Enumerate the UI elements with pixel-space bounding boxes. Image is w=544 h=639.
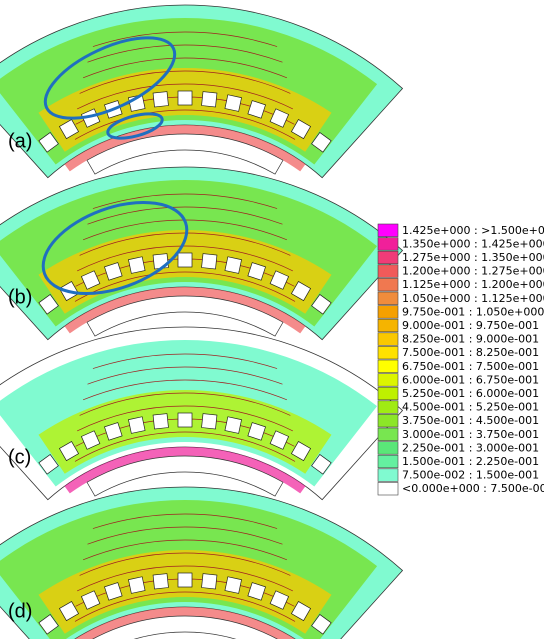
legend-label: 1.500e-001 : 2.250e-001 — [402, 455, 539, 468]
legend-swatch — [378, 401, 398, 414]
legend-label: 1.050e+000 : 1.125e+000 — [402, 292, 544, 305]
stator-slot — [178, 413, 192, 427]
legend-label: 7.500e-001 : 8.250e-001 — [402, 346, 539, 359]
stator-slot — [178, 253, 192, 267]
stator-slot — [225, 95, 242, 112]
stator-slot — [178, 573, 192, 587]
field-plot — [0, 167, 402, 340]
legend-label: 1.125e+000 : 1.200e+000 — [402, 278, 544, 291]
panel-label: (a) — [8, 130, 32, 152]
legend-label: 3.750e-001 : 4.500e-001 — [402, 414, 539, 427]
legend-swatch — [378, 251, 398, 264]
legend-swatch — [378, 333, 398, 346]
legend-swatch — [378, 265, 398, 278]
panel-label: (b) — [8, 286, 32, 308]
field-plot — [0, 5, 402, 178]
stator-slot — [225, 577, 242, 594]
legend-label: 6.000e-001 : 6.750e-001 — [402, 373, 539, 386]
legend-swatch — [378, 319, 398, 332]
field-plot — [0, 487, 402, 639]
legend-swatch — [378, 428, 398, 441]
stator-slot — [153, 574, 168, 589]
legend-label: 9.750e-001 : 1.050e+000 — [402, 305, 544, 318]
stator-slot — [153, 414, 168, 429]
stator-slot — [178, 91, 192, 105]
legend-label: 5.250e-001 : 6.000e-001 — [402, 387, 539, 400]
legend-label: 1.200e+000 : 1.275e+000 — [402, 265, 544, 278]
legend-label: 4.500e-001 : 5.250e-001 — [402, 401, 539, 414]
legend-swatch — [378, 374, 398, 387]
stator-slot — [225, 257, 242, 274]
legend-label: 1.350e+000 : 1.425e+000 — [402, 237, 544, 250]
legend-label: 2.250e-001 : 3.000e-001 — [402, 441, 539, 454]
legend-label: 8.250e-001 : 9.000e-001 — [402, 333, 539, 346]
panel-label: (d) — [8, 600, 32, 622]
legend-label: 9.000e-001 : 9.750e-001 — [402, 319, 539, 332]
legend-swatch — [378, 442, 398, 455]
legend-label: 7.500e-002 : 1.500e-001 — [402, 469, 539, 482]
legend-swatch — [378, 469, 398, 482]
stator-slot — [128, 257, 145, 274]
legend-swatch — [378, 482, 398, 495]
legend-swatch — [378, 346, 398, 359]
legend-swatch — [378, 306, 398, 319]
stator-slot — [225, 417, 242, 434]
stator-slot — [202, 574, 217, 589]
stator-slot — [202, 92, 217, 107]
legend-swatch — [378, 387, 398, 400]
legend-swatch — [378, 414, 398, 427]
panel-label: (c) — [8, 446, 31, 468]
legend-swatch — [378, 455, 398, 468]
stator-slot — [128, 577, 145, 594]
legend-label: 3.000e-001 : 3.750e-001 — [402, 428, 539, 441]
stator-slot — [153, 92, 168, 107]
legend-label: <0.000e+000 : 7.500e-002 — [402, 482, 544, 495]
legend-label: 1.425e+000 : >1.500e+000 — [402, 224, 544, 237]
legend-swatch — [378, 360, 398, 373]
stator-slot — [202, 254, 217, 269]
legend-swatch — [378, 292, 398, 305]
stator-slot — [128, 417, 145, 434]
figure: (a) (b) (c) (d) 1.425e+000 : >1.500e+0001.35… — [0, 0, 544, 639]
legend-label: 6.750e-001 : 7.500e-001 — [402, 360, 539, 373]
legend-swatch — [378, 224, 398, 237]
field-plot — [0, 327, 402, 500]
stator-slot — [202, 414, 217, 429]
legend-swatch — [378, 238, 398, 251]
legend-label: 1.275e+000 : 1.350e+000 — [402, 251, 544, 264]
stator-slot — [153, 254, 168, 269]
legend-swatch — [378, 278, 398, 291]
